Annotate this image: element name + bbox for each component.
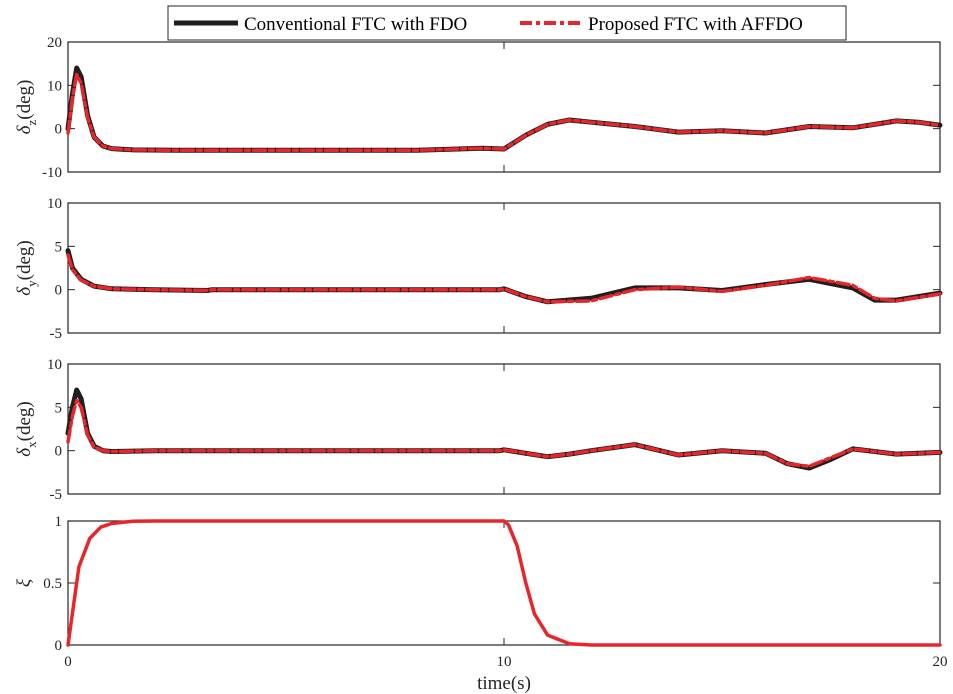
legend-label-proposed: Proposed FTC with AFFDO (588, 14, 803, 35)
chart-panel-3: 0 0.5 1 ξ (14, 514, 942, 654)
y-axis-label: ξ (14, 578, 35, 587)
y-tick-label: -5 (50, 487, 63, 503)
y-tick-label: 5 (55, 239, 63, 255)
plot-frame (67, 363, 941, 495)
y-axis-label: δy(deg) (14, 240, 39, 295)
x-axis-label: time(s) (477, 673, 531, 694)
y-tick-label: 0 (55, 283, 63, 299)
plot-frame (67, 520, 941, 646)
series-line-proposed (66, 72, 942, 153)
legend-box (167, 5, 847, 41)
x-tick-label-0: 0 (64, 654, 72, 670)
y-tick-label: 0 (55, 638, 63, 654)
series-line-proposed (66, 519, 942, 647)
y-tick-label: 5 (55, 400, 63, 416)
chart-panel-0: -10 0 10 20 δz(deg) (14, 35, 943, 181)
series-line-proposed (66, 253, 942, 304)
y-tick-label: 10 (47, 357, 62, 373)
y-axis-label: δx(deg) (14, 401, 39, 456)
series-line-conventional (65, 65, 943, 153)
y-tick-label: 0.5 (43, 576, 62, 592)
legend: Conventional FTC with FDO Proposed FTC w… (167, 5, 847, 41)
x-tick-label-20: 20 (933, 654, 948, 670)
y-tick-label: 0 (55, 444, 63, 460)
y-tick-label: 1 (55, 514, 63, 530)
chart-panel-2: -5 0 5 10 δx(deg) (14, 357, 943, 503)
series-line-proposed (66, 398, 942, 469)
x-tick-label-10: 10 (497, 654, 512, 670)
y-tick-label: 0 (55, 122, 63, 138)
y-tick-label: 20 (47, 35, 62, 51)
y-tick-label: 10 (47, 196, 62, 212)
y-axis-label: δz(deg) (14, 80, 39, 135)
y-tick-label: 10 (47, 78, 62, 94)
plot-frame (67, 202, 941, 334)
y-tick-label: -5 (50, 326, 63, 342)
series-line-conventional (65, 387, 943, 471)
chart-panel-1: -5 0 5 10 δy(deg) (14, 196, 943, 342)
y-tick-label: -10 (42, 165, 62, 181)
legend-label-conventional: Conventional FTC with FDO (244, 14, 467, 35)
